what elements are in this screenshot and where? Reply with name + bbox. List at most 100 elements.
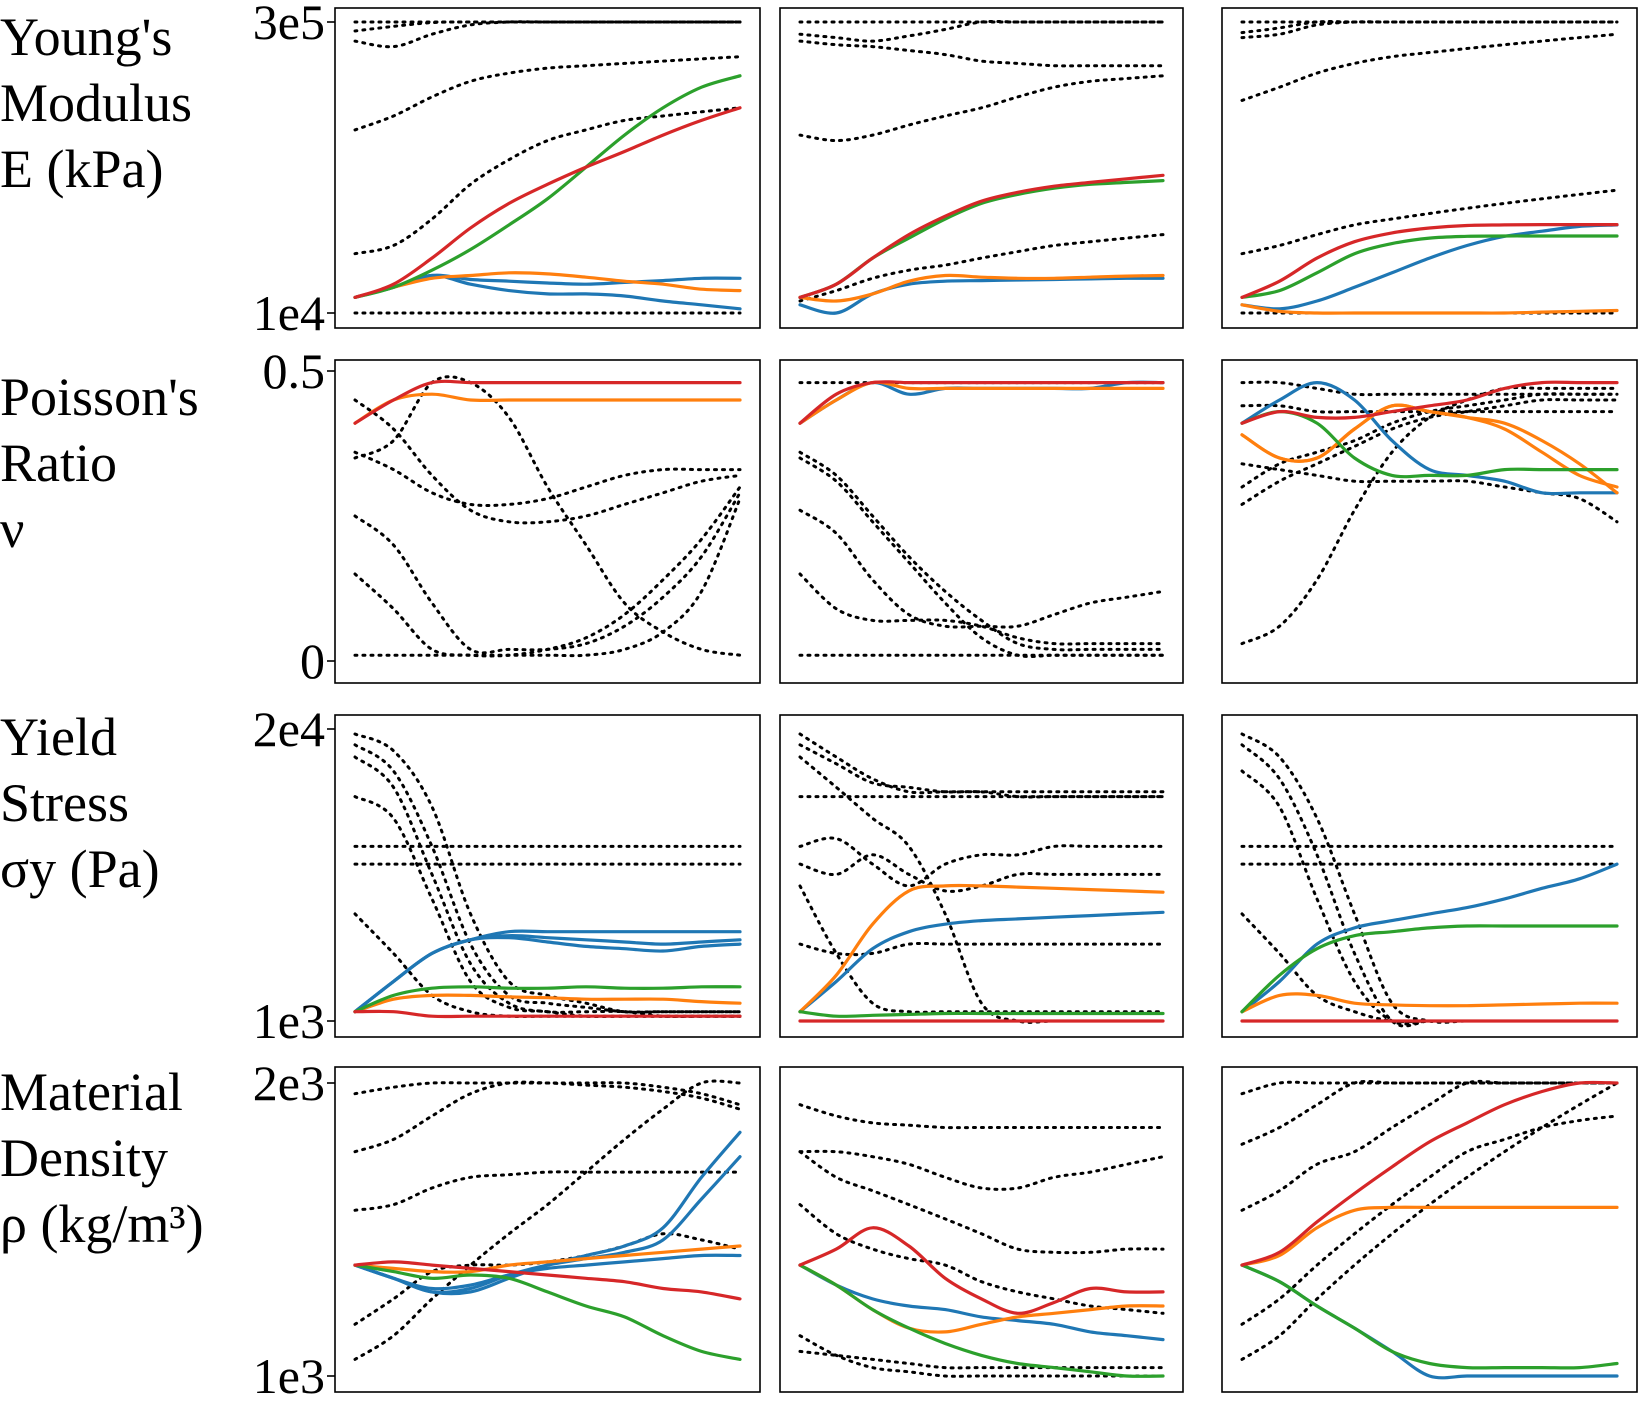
reference-line [798, 732, 1165, 795]
panel-frame [1221, 359, 1638, 684]
series-line-orange [1240, 1205, 1619, 1267]
y-tick-bottom: 0 [300, 633, 325, 689]
series-line-red [798, 1226, 1165, 1315]
series-line-blue [1240, 381, 1619, 496]
series-line-blue [353, 273, 742, 299]
reference-line [798, 755, 1165, 1024]
series-line-orange [353, 392, 742, 425]
reference-line [798, 39, 1165, 68]
series-line-orange [353, 993, 742, 1014]
reference-line [1240, 398, 1619, 506]
reference-line [798, 884, 1165, 1014]
panel-frame [334, 359, 761, 684]
reference-line [353, 20, 742, 49]
reference-line [353, 755, 742, 1019]
reference-line [353, 398, 742, 525]
reference-line [1240, 386, 1619, 646]
series-line-blue [798, 910, 1165, 1014]
reference-line [1240, 32, 1619, 102]
series-line-red [1240, 222, 1619, 299]
reference-line [798, 19, 1165, 43]
reference-line [353, 497, 742, 658]
reference-line [353, 732, 742, 1014]
series-line-blue [1240, 862, 1619, 1014]
reference-line [353, 20, 742, 33]
y-tick-bottom: 1e4 [253, 285, 325, 341]
reference-line [353, 55, 742, 132]
y-tick-top: 3e5 [253, 0, 325, 50]
panel-r3-c0 [327, 1066, 761, 1393]
reference-line [353, 1079, 742, 1361]
reference-line [798, 456, 1165, 658]
series-line-blue [353, 935, 742, 1014]
row-label-line: Modulus [0, 73, 192, 133]
row-label-line: Density [0, 1128, 168, 1188]
y-tick-bottom: 1e3 [253, 993, 325, 1049]
reference-line [798, 450, 1165, 652]
panel-r1-c1 [779, 359, 1184, 684]
series-line-orange [353, 271, 742, 299]
reference-line [353, 375, 742, 657]
series-line-orange [798, 380, 1165, 425]
reference-line [353, 1080, 742, 1154]
reference-line [353, 1232, 742, 1326]
reference-line [798, 1150, 1165, 1255]
reference-line [798, 74, 1165, 143]
reference-line [798, 743, 1165, 799]
panel-frame [779, 1066, 1184, 1393]
panel-r1-c0 [327, 359, 761, 684]
reference-line [798, 941, 1165, 957]
series-line-red [353, 1260, 742, 1301]
panel-frame [334, 714, 761, 1038]
panel-frame [779, 359, 1184, 684]
reference-line [1240, 188, 1619, 256]
reference-line [353, 795, 742, 1019]
series-line-red [1240, 1080, 1619, 1267]
reference-line [1240, 732, 1619, 1024]
row-label-line: Yield [0, 707, 117, 767]
series-line-red [353, 106, 742, 299]
series-line-green [1240, 234, 1619, 299]
reference-line [1240, 1081, 1619, 1361]
reference-line [1240, 20, 1619, 40]
row-label-line: Stress [0, 773, 129, 833]
reference-line [798, 1103, 1165, 1130]
series-line-red [798, 380, 1165, 425]
panel-frame [334, 1066, 761, 1393]
series-line-orange [798, 273, 1165, 303]
panel-r0-c0 [327, 7, 761, 329]
series-line-blue [798, 276, 1165, 315]
series-line-orange [1240, 992, 1619, 1014]
row-label-line: ν [0, 499, 24, 559]
row-label-0: Young's Modulus E (kPa) [0, 7, 192, 199]
reference-line [353, 450, 742, 507]
reference-line [798, 233, 1165, 303]
row-label-line: E (kPa) [0, 139, 163, 199]
row-label-line: Ratio [0, 433, 117, 493]
panel-frame [1221, 714, 1638, 1038]
y-tick-bottom: 1e3 [253, 1348, 325, 1404]
series-line-green [798, 1010, 1165, 1018]
panel-frame [1221, 7, 1638, 329]
series-line-green [798, 1263, 1165, 1378]
panel-r2-c1 [779, 714, 1184, 1038]
y-tick-top: 2e4 [253, 701, 325, 757]
series-line-green [1240, 1263, 1619, 1370]
panel-frame [1221, 1066, 1638, 1393]
reference-line [798, 572, 1165, 646]
series-line-orange [1240, 403, 1619, 489]
reference-line [1240, 769, 1619, 1026]
series-line-green [353, 985, 742, 1014]
reference-line [798, 1149, 1165, 1191]
row-label-line: Young's [0, 7, 172, 67]
panel-r2-c2 [1221, 714, 1638, 1038]
panel-r0-c2 [1221, 7, 1638, 329]
row-label-2: Yield Stress σy (Pa) [0, 707, 160, 899]
series-line-green [1240, 924, 1619, 1014]
panel-r2-c0 [327, 714, 761, 1038]
series-line-orange [353, 1244, 742, 1274]
panel-r0-c1 [779, 7, 1184, 329]
reference-line [353, 106, 742, 256]
panel-r3-c2 [1221, 1066, 1638, 1393]
